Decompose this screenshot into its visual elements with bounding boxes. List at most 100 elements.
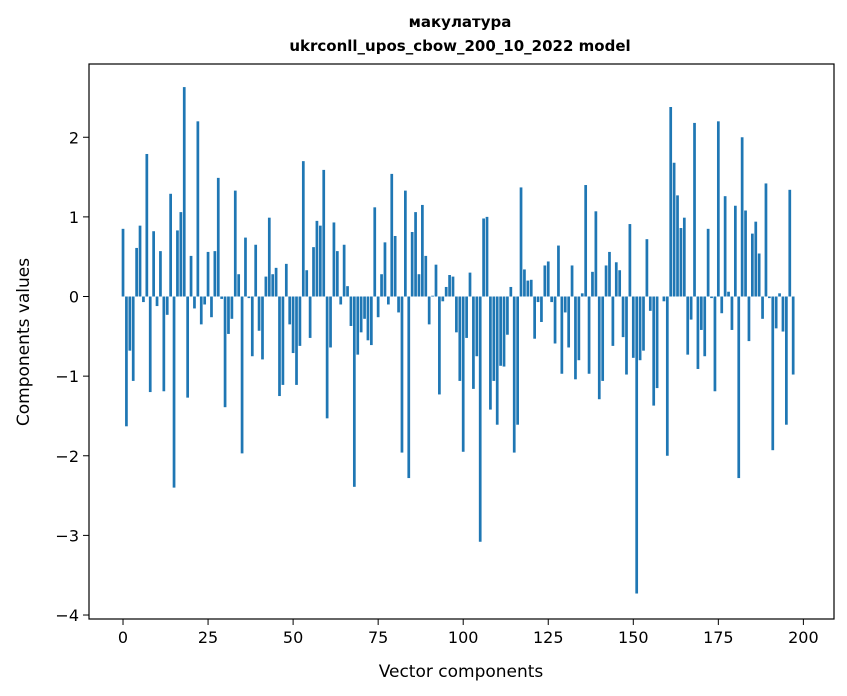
bar (335, 251, 339, 297)
bar (693, 122, 696, 297)
bar (485, 216, 489, 297)
bar (417, 274, 421, 297)
bar (591, 271, 594, 297)
bar (244, 237, 247, 297)
bar (720, 296, 724, 314)
y-tick-label: 0 (69, 288, 79, 307)
bar (665, 296, 669, 456)
bar (774, 296, 778, 329)
bar (546, 261, 550, 297)
bar (131, 296, 135, 381)
bar (577, 296, 581, 361)
bar (512, 296, 516, 453)
bar (390, 173, 394, 297)
bar (628, 224, 632, 297)
bar (227, 296, 230, 334)
bar (121, 228, 125, 297)
bar (458, 296, 462, 381)
bar (492, 296, 496, 381)
bar (220, 296, 224, 299)
y-tick-label: 2 (69, 128, 79, 147)
bar (387, 296, 390, 305)
bar (346, 286, 349, 297)
bar (730, 296, 734, 330)
bar (182, 87, 186, 297)
bar (451, 276, 455, 297)
bar (744, 210, 747, 297)
bar (159, 251, 162, 297)
bar (284, 263, 288, 297)
plot-frame (88, 63, 835, 620)
bar (785, 296, 788, 425)
bar (393, 235, 397, 297)
bar (778, 293, 781, 297)
bar (468, 272, 472, 297)
bar (196, 121, 200, 297)
bar (407, 296, 411, 479)
bar (424, 255, 428, 297)
bar (414, 212, 417, 297)
bar (550, 296, 554, 303)
bar (281, 296, 285, 385)
bar (373, 207, 377, 297)
bar (533, 296, 536, 339)
bar (570, 265, 574, 297)
bar (621, 296, 625, 338)
bar (142, 296, 145, 303)
bar (421, 204, 424, 297)
bar (128, 296, 132, 351)
bar (332, 222, 336, 297)
bar (288, 296, 292, 325)
bar (461, 296, 465, 452)
bar (152, 231, 155, 297)
bar (254, 244, 258, 297)
bar (686, 296, 690, 355)
x-tick-label: 150 (618, 628, 649, 647)
bar (482, 218, 485, 297)
bar (352, 296, 356, 487)
bar (213, 251, 217, 297)
bar (199, 296, 203, 325)
x-axis-label: Vector components (379, 662, 544, 682)
bar (247, 296, 251, 299)
x-tick-label: 200 (788, 628, 819, 647)
bar (648, 296, 652, 311)
bar (448, 275, 451, 297)
bar (523, 269, 526, 297)
bar (179, 212, 183, 297)
bar (536, 296, 540, 303)
bar (434, 264, 438, 297)
x-tick-label: 0 (118, 628, 128, 647)
bar (223, 296, 227, 408)
bar (342, 244, 346, 297)
bar (339, 296, 343, 305)
bar (138, 225, 142, 297)
bar (186, 296, 190, 398)
y-axis-ticks: −4 −3 −2 −1 0 1 2 (55, 128, 89, 625)
bar (410, 232, 414, 297)
bar (751, 233, 754, 297)
bar (444, 286, 448, 297)
bar (655, 296, 659, 389)
bar (635, 296, 639, 594)
bar (404, 190, 407, 297)
bar (274, 267, 278, 297)
bar (427, 296, 431, 325)
bar (703, 296, 707, 357)
chart-title: макулатура (409, 13, 512, 31)
bar (723, 196, 727, 297)
bar (145, 153, 149, 297)
bar (489, 296, 492, 410)
bar (706, 228, 710, 297)
bar (267, 217, 271, 297)
bar (597, 296, 601, 400)
bar (791, 296, 795, 375)
bar (699, 296, 703, 330)
bar (318, 225, 322, 297)
bar (155, 296, 159, 307)
bar (369, 296, 373, 346)
bar (638, 296, 642, 361)
y-axis-label: Components values (14, 258, 34, 426)
bar (376, 296, 380, 318)
